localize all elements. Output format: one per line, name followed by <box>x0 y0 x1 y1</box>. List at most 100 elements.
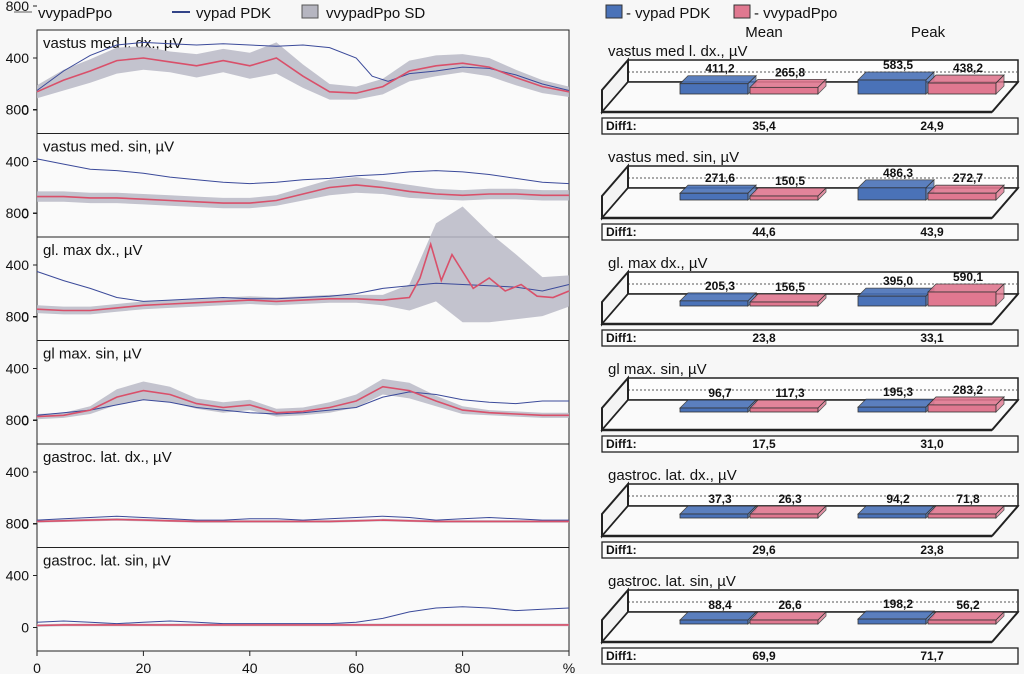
bar-ppo-peak-top <box>927 283 1005 293</box>
bar-value-label: 198,2 <box>883 597 913 611</box>
bar-value-label: 205,3 <box>705 279 735 293</box>
bar-pdk-mean <box>679 192 749 201</box>
bar-panel-1: vastus med l. dx., µV 411,2 265,8 583,5 438,… <box>600 43 1020 135</box>
bar-pdk-mean-top <box>679 611 757 621</box>
y-tick-label: 0 <box>21 102 29 118</box>
bar-ppo-peak-top <box>927 74 1005 84</box>
bar-ppo-peak-top <box>927 611 1005 621</box>
bar-value-label: 411,2 <box>705 62 735 76</box>
bar-ppo-mean-side <box>817 293 827 307</box>
bar-pdk-peak <box>857 187 927 201</box>
bar-legend-label: - vvypadPpo <box>754 5 837 22</box>
bar-pdk-mean-top <box>679 184 757 194</box>
diff-mean-value: 69,9 <box>752 649 776 663</box>
bar-ppo-mean-top <box>749 505 827 515</box>
bar-value-label: 117,3 <box>775 386 805 400</box>
bar-box-right-edge <box>991 187 1019 219</box>
y-tick-label: 400 <box>6 464 30 480</box>
line-panel-title: gastroc. lat. dx., µV <box>43 449 172 466</box>
line-panel-3: gl. max dx., µV 0 400 800 <box>6 205 570 341</box>
y-tick-label: 800 <box>6 205 30 221</box>
bar-value-label: 71,8 <box>956 492 980 506</box>
diff-label: Diff1: <box>606 331 637 345</box>
line-panel-6: gastroc. lat. sin, µV 0 400 800 <box>6 516 570 652</box>
line-panel-title: gl. max dx., µV <box>43 242 143 259</box>
bar-value-label: 438,2 <box>953 61 983 75</box>
y-tick-label: 0 <box>21 620 29 636</box>
diff-label: Diff1: <box>606 437 637 451</box>
sd-band <box>37 206 569 323</box>
series-pdk-line <box>36 271 570 302</box>
bar-ppo-mean-side <box>817 78 827 95</box>
bar-value-label: 265,8 <box>775 65 805 79</box>
y-tick-label: 400 <box>6 154 30 170</box>
diff-peak-value: 24,9 <box>920 119 944 133</box>
bar-panel-title: gastroc. lat. sin, µV <box>608 573 736 590</box>
diff-peak-value: 43,9 <box>920 225 944 239</box>
bar-value-label: 94,2 <box>886 492 910 506</box>
legend-swatch-box <box>301 4 319 19</box>
bar-ppo-mean <box>749 407 819 413</box>
diff-label: Diff1: <box>606 119 637 133</box>
bar-box-right-edge <box>991 81 1019 113</box>
bar-value-label: 590,1 <box>953 270 983 284</box>
y-tick-label: 400 <box>6 568 30 584</box>
bar-pdk-peak <box>857 79 927 95</box>
bar-box-right-edge <box>991 611 1019 643</box>
bar-panel-title: gastroc. lat. dx., µV <box>608 467 737 484</box>
bar-ppo-peak-side <box>995 611 1005 625</box>
y-tick-label: 0 <box>21 309 29 325</box>
bar-value-label: 195,3 <box>883 385 913 399</box>
diff-peak-value: 31,0 <box>920 437 944 451</box>
bar-value-label: 37,3 <box>708 492 732 506</box>
bar-ppo-peak-top <box>927 505 1005 515</box>
bar-pdk-peak-top <box>857 179 935 189</box>
bar-ppo-peak-top <box>927 396 1005 406</box>
bar-pdk-mean <box>679 300 749 307</box>
bar-ppo-mean <box>749 619 819 625</box>
bar-ppo-mean-side <box>817 611 827 625</box>
bar-ppo-mean-side <box>817 187 827 201</box>
series-pdk-line <box>36 606 570 625</box>
diff-mean-value: 17,5 <box>752 437 776 451</box>
line-panel-5: gastroc. lat. dx., µV 0 400 800 <box>6 412 570 548</box>
bar-value-label: 156,5 <box>775 280 805 294</box>
y-tick-label: 800 <box>6 309 30 325</box>
legend-label: vypad PDK <box>196 5 271 22</box>
series-ppo-line <box>36 518 569 523</box>
y-tick-label: 0 <box>21 206 29 222</box>
diff-row <box>601 647 1019 665</box>
y-tick-label: 400 <box>6 257 30 273</box>
x-tick-label: % <box>563 660 575 674</box>
line-panel-2: vastus med. sin, µV 0 400 800 <box>6 102 570 238</box>
sd-band <box>37 378 569 420</box>
bar-ppo-peak <box>927 513 997 519</box>
bar-pdk-peak <box>857 618 927 625</box>
line-panel-frame <box>36 443 570 548</box>
bar-pdk-mean <box>679 83 749 95</box>
bar-box-right-edge <box>991 293 1019 325</box>
bar-panel-title: gl max. sin, µV <box>608 361 707 378</box>
bar-ppo-mean <box>749 513 819 519</box>
bar-ppo-peak <box>927 619 997 625</box>
bar-pdk-peak-top <box>857 610 935 620</box>
bar-ppo-peak-top <box>927 184 1005 194</box>
bar-ppo-peak-side <box>995 505 1005 519</box>
bar-panel-6: gastroc. lat. sin, µV 88,4 26,6 198,2 56,2 Di… <box>600 573 1020 665</box>
y-tick-label: 400 <box>6 50 30 66</box>
bar-ppo-mean-side <box>817 399 827 413</box>
diff-row <box>601 329 1019 347</box>
bar-ppo-peak-side <box>995 283 1005 307</box>
bar-panel-3: gl. max dx., µV 205,3 156,5 395,0 590,1 Diff1… <box>600 255 1020 347</box>
bar-ppo-mean-top <box>749 399 827 409</box>
bar-ppo-mean-top <box>749 78 827 88</box>
bar-value-label: 150,5 <box>775 174 805 188</box>
bar-legend-swatch <box>605 4 623 19</box>
bar-panel-title: vastus med. sin, µV <box>608 149 739 166</box>
bar-ppo-peak <box>927 291 997 307</box>
bar-value-label: 583,5 <box>883 58 913 72</box>
bar-box-right-edge <box>991 505 1019 537</box>
